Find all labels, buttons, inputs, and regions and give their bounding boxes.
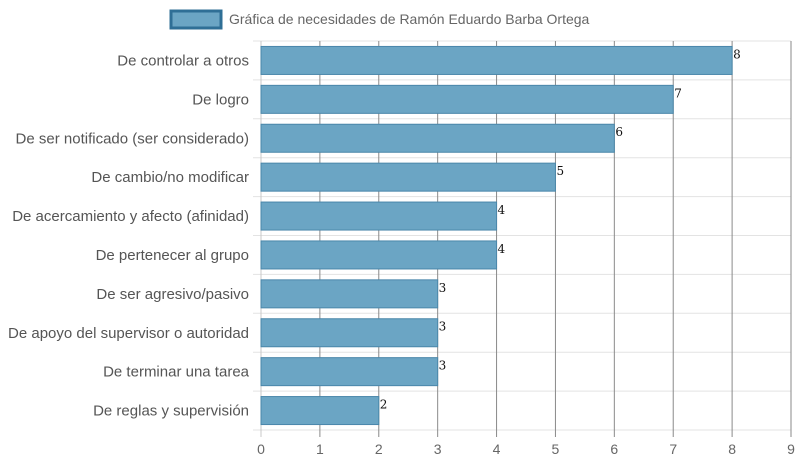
x-tick-label: 2 (375, 441, 383, 457)
x-tick-label: 3 (434, 441, 442, 457)
value-label: 4 (498, 242, 506, 256)
bar[interactable] (260, 162, 556, 192)
x-axis-ticks: 0 1 2 3 4 5 6 7 8 9 (257, 441, 795, 457)
x-tick-label: 0 (257, 441, 265, 457)
bar[interactable] (260, 318, 439, 348)
x-tick-label: 6 (610, 441, 618, 457)
legend[interactable]: Gráfica de necesidades de Ramón Eduardo … (169, 9, 590, 30)
x-tick-label: 1 (316, 441, 324, 457)
value-label: 5 (556, 164, 564, 178)
legend-swatch (169, 9, 223, 30)
category-label: De ser agresivo/pasivo (96, 286, 249, 303)
value-label: 2 (380, 398, 388, 412)
category-label: De cambio/no modificar (91, 169, 249, 186)
x-tick-label: 7 (669, 441, 677, 457)
x-tick-label: 4 (493, 441, 501, 457)
bar[interactable] (260, 279, 439, 309)
bar[interactable] (260, 396, 380, 426)
bar[interactable] (260, 240, 498, 270)
value-labels: 8 7 6 5 4 4 3 3 3 2 (380, 47, 741, 411)
bars (260, 45, 733, 426)
category-label: De apoyo del supervisor o autoridad (8, 325, 249, 342)
category-labels: De controlar a otros De logro De ser notif… (8, 52, 250, 419)
category-label: De pertenecer al grupo (96, 247, 249, 264)
x-tick-label: 8 (728, 441, 736, 457)
category-label: De acercamiento y afecto (afinidad) (12, 208, 249, 225)
bar[interactable] (260, 123, 615, 153)
bar[interactable] (260, 357, 439, 387)
x-tick-label: 5 (552, 441, 560, 457)
bar[interactable] (260, 201, 498, 231)
value-label: 3 (439, 281, 447, 295)
bar[interactable] (260, 84, 674, 114)
category-label: De logro (192, 91, 249, 108)
value-label: 7 (674, 86, 682, 100)
value-label: 3 (439, 359, 447, 373)
category-label: De ser notificado (ser considerado) (16, 130, 249, 147)
value-label: 4 (498, 203, 506, 217)
category-label: De controlar a otros (117, 52, 249, 69)
category-label: De reglas y supervisión (93, 403, 249, 420)
value-label: 8 (733, 47, 741, 61)
legend-label: Gráfica de necesidades de Ramón Eduardo … (229, 11, 590, 27)
value-label: 6 (615, 125, 623, 139)
value-label: 3 (439, 320, 447, 334)
x-tick-label: 9 (787, 441, 795, 457)
category-label: De terminar una tarea (103, 364, 250, 381)
bar[interactable] (260, 45, 733, 75)
